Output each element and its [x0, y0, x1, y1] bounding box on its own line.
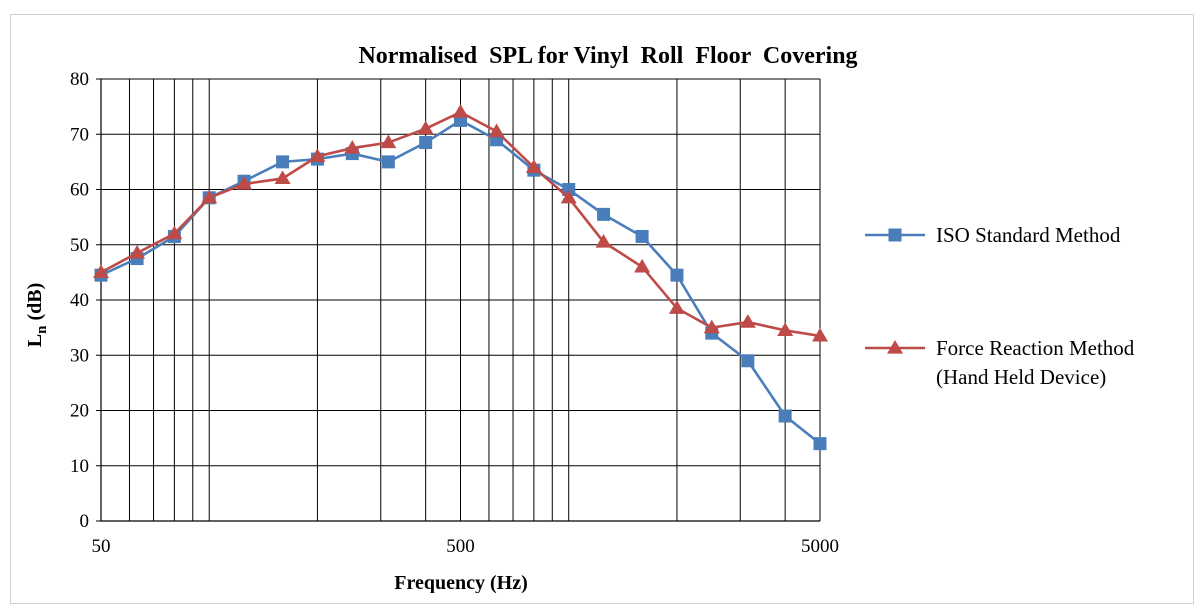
data-point	[635, 229, 649, 243]
y-axis-label-sub: n	[34, 325, 50, 334]
legend-swatch-marker	[888, 228, 902, 242]
y-axis-label-main: L	[24, 334, 46, 347]
data-point	[452, 104, 469, 118]
data-point	[93, 264, 109, 278]
y-tick-label: 70	[70, 124, 89, 145]
tick-labels: 0 10 20 30 40 50 60 70 80 50 500 5000	[70, 69, 839, 557]
y-axis-label-rest: (dB)	[24, 283, 46, 326]
data-point	[562, 183, 576, 196]
chart-frame: 0 10 20 30 40 50 60 70 80 50 500 5000 Normalised SP…	[10, 14, 1194, 604]
data-point	[741, 354, 755, 368]
y-tick-label: 10	[70, 456, 89, 477]
data-point	[634, 258, 651, 273]
x-tick-label: 5000	[801, 536, 839, 557]
y-tick-label: 50	[70, 235, 89, 256]
legend-label: ISO Standard Method	[936, 223, 1121, 247]
y-tick-label: 0	[80, 511, 90, 532]
data-point	[525, 159, 542, 173]
y-tick-label: 30	[70, 345, 89, 366]
data-point	[201, 189, 218, 204]
data-point	[236, 175, 253, 190]
legend-label: Force Reaction Method (Hand Held Device)	[936, 336, 1135, 389]
data-point	[309, 148, 326, 162]
data-point	[778, 409, 792, 423]
y-tick-label: 80	[70, 69, 89, 90]
line-chart: 0 10 20 30 40 50 60 70 80 50 500 5000 Normalised SP…	[24, 43, 1135, 593]
legend: ISO Standard Method Force Reaction Method…	[865, 223, 1135, 389]
x-tick-label: 500	[446, 536, 475, 557]
data-point	[274, 170, 291, 185]
svg-text:Ln (dB): Ln (dB)	[24, 283, 50, 347]
data-point	[777, 322, 794, 336]
y-tick-label: 40	[70, 290, 89, 311]
data-point	[381, 155, 395, 169]
x-tick-label: 50	[92, 536, 111, 557]
data-point	[419, 136, 433, 150]
data-point	[344, 140, 361, 154]
data-point	[597, 207, 611, 221]
data-point	[668, 300, 685, 314]
y-tick-label: 60	[70, 180, 89, 201]
data-point	[166, 225, 183, 240]
x-axis-label: Frequency (Hz)	[394, 572, 528, 593]
data-point	[670, 268, 684, 282]
data-point	[417, 120, 434, 135]
y-axis-label: Ln (dB)	[24, 283, 50, 347]
data-point	[129, 245, 146, 259]
chart-title: Normalised SPL for Vinyl Roll Floor Cove…	[358, 43, 857, 69]
data-point	[703, 319, 720, 334]
data-point	[560, 189, 577, 204]
data-point	[276, 155, 290, 169]
data-point	[812, 327, 828, 342]
series-2	[93, 104, 828, 342]
y-tick-label: 20	[70, 401, 89, 422]
data-point	[488, 123, 505, 138]
data-point	[739, 314, 756, 328]
legend-swatch-marker	[887, 340, 903, 354]
legend-entry-1: ISO Standard Method	[865, 223, 1121, 247]
data-point	[813, 437, 827, 451]
series-layer	[93, 104, 828, 451]
data-point	[595, 233, 612, 248]
grid-lines	[100, 78, 821, 522]
legend-entry-2: Force Reaction Method (Hand Held Device)	[865, 336, 1135, 389]
data-point	[380, 134, 397, 149]
